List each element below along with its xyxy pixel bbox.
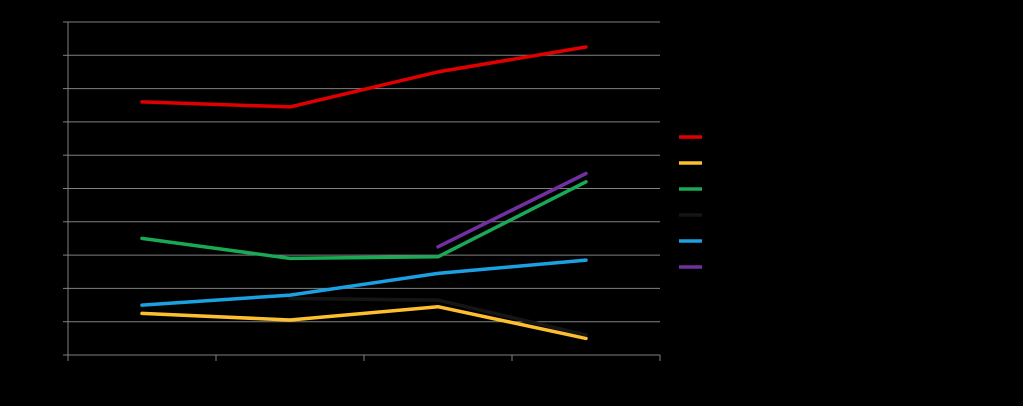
series-line-2	[140, 304, 588, 341]
legend	[679, 135, 702, 269]
axes	[63, 21, 661, 361]
series-line-4	[288, 296, 588, 337]
series-line-3	[140, 180, 588, 261]
series-line-5	[140, 258, 588, 307]
series-lines	[140, 45, 588, 341]
series-line-6	[436, 171, 588, 249]
grid	[68, 21, 660, 323]
series-line-1	[140, 45, 588, 109]
